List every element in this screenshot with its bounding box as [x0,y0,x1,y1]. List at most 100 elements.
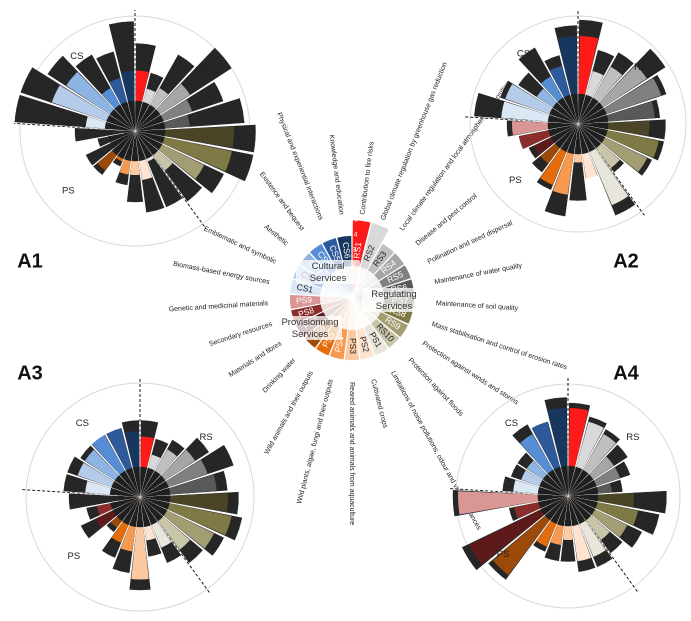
bar-core-rs7 [568,494,599,502]
bar-core-rs5 [135,115,164,131]
bar-core-ps8 [108,131,135,143]
bar-max-ps9 [74,127,136,143]
legend-tick-0: 0 [350,291,354,298]
panel-label-a2: A2 [613,250,639,272]
bar-core-cs2 [549,108,578,124]
panel-group-label-ps: PS [62,186,75,197]
bar-core-cs3 [114,475,140,497]
bar-core-rs7 [578,122,609,130]
bar-core-ps4 [129,497,140,527]
panel-group-label-rs: RS [634,62,647,73]
panel-a2: CS RS PS A2 [464,10,687,272]
legend-code-ps2: PS2 [358,335,372,353]
bar-core-ps2 [578,124,589,154]
bar-core-ps5 [560,124,578,153]
bar-core-rs3 [140,470,161,497]
bar-core-cs6 [560,465,568,496]
bar-core-rs4 [568,474,594,496]
legend-group-ps-line1: Provisionning [281,317,338,328]
bar-core-rs8 [578,124,608,137]
bar-core-ps1 [568,496,586,525]
legend-service-ps2: Cultivated crops [369,379,388,430]
legend-code-ps8: PS8 [297,305,316,320]
bar-core-ps6 [111,131,135,156]
bar-core-ps5 [117,131,135,160]
bar-core-cs5 [125,467,140,497]
bar-core-cs2 [539,480,568,496]
panel-group-label-cs: CS [505,418,518,429]
legend-service-cs3: Aesthetic [263,224,290,248]
legend-tick-3: 3 [353,246,357,253]
legend-service-rs6: Maintenance of water quality [434,262,523,286]
bar-core-rs2 [568,466,583,496]
bar-core-ps2 [568,496,579,526]
bar-core-cs6 [570,93,578,124]
bar-core-rs8 [140,497,170,510]
bar-core-rs2 [578,94,593,124]
bar-core-rs9 [568,496,596,516]
bar-core-ps7 [110,131,135,149]
legend-group-rs-line1: Regulating [371,289,416,300]
panel-group-label-cs: CS [517,49,530,60]
bar-core-ps1 [140,497,158,526]
bar-core-cs6 [127,100,135,131]
panel-group-label-rs: RS [199,432,212,443]
bar-core-rs7 [140,495,171,503]
legend-service-ps6: Drinking water [262,357,298,395]
bar-core-cs3 [552,102,578,124]
bar-core-rs4 [140,475,166,497]
legend-service-ps4: Wild plants, algae, fungi and their outp… [296,378,335,505]
legend-group-rs-line2: Services [376,301,413,312]
bar-core-ps5 [122,497,140,526]
panel-outline-circle [25,382,255,612]
bar-core-cs5 [120,101,135,131]
bar-core-ps3 [131,131,139,162]
bar-core-ps7 [550,124,578,144]
bar-core-ps2 [140,497,151,527]
bar-core-ps6 [544,496,568,521]
legend-group-bg-rs [362,288,426,312]
bar-core-rs7 [135,129,166,137]
bar-core-ps1 [135,131,153,160]
bar-core-ps4 [567,124,578,154]
bar-core-ps8 [538,496,568,509]
legend-group-ps-line2: Services [292,329,329,340]
bar-core-ps3 [564,496,572,527]
bar-core-rs6 [140,487,171,497]
bar-core-rs5 [568,480,597,496]
legend-group-bg-cs [296,260,360,284]
panel-label-a1: A1 [17,250,43,272]
bar-core-rs9 [140,497,168,517]
bar-core-rs8 [568,496,598,509]
legend-service-ps9: Genetic and medicinal materials [169,300,269,313]
panel-group-label-ps: PS [68,551,81,562]
panel-a3: CS RS PS A3 [17,362,255,612]
legend-service-rs1: Contribution to fire risks [359,141,375,215]
legend-group-cs-line2: Services [310,273,347,284]
legend-service-rs2: Global climate regulation by greenhouse … [380,61,449,221]
bar-core-rs5 [578,108,607,124]
bar-core-rs3 [578,97,599,124]
bar-core-ps3 [574,124,582,155]
legend-service-ps7: Materials and fibres [228,340,284,379]
bar-core-cs5 [553,466,568,496]
bar-core-rs2 [135,101,150,131]
bar-core-ps6 [116,497,140,522]
panel-group-label-cs: CS [76,418,89,429]
panel-a4: CS RS PS A4 [450,362,681,609]
panel-a1: CS RS PS A1 [14,10,257,272]
bar-core-rs10 [568,496,592,521]
bar-core-ps7 [540,496,568,516]
bar-core-rs10 [578,124,602,149]
bar-core-rs2 [140,467,155,497]
bar-core-rs5 [140,481,169,497]
bar-core-ps9 [117,495,140,501]
bar-core-ps9 [537,494,568,502]
bar-core-rs4 [578,102,604,124]
bar-core-rs6 [568,486,599,496]
bar-core-ps6 [554,124,578,149]
bar-core-rs9 [578,124,606,144]
legend-code-cs1: CS1 [296,282,314,295]
panel-group-label-rs: RS [195,66,208,77]
panel-group-label-rs: RS [626,432,639,443]
